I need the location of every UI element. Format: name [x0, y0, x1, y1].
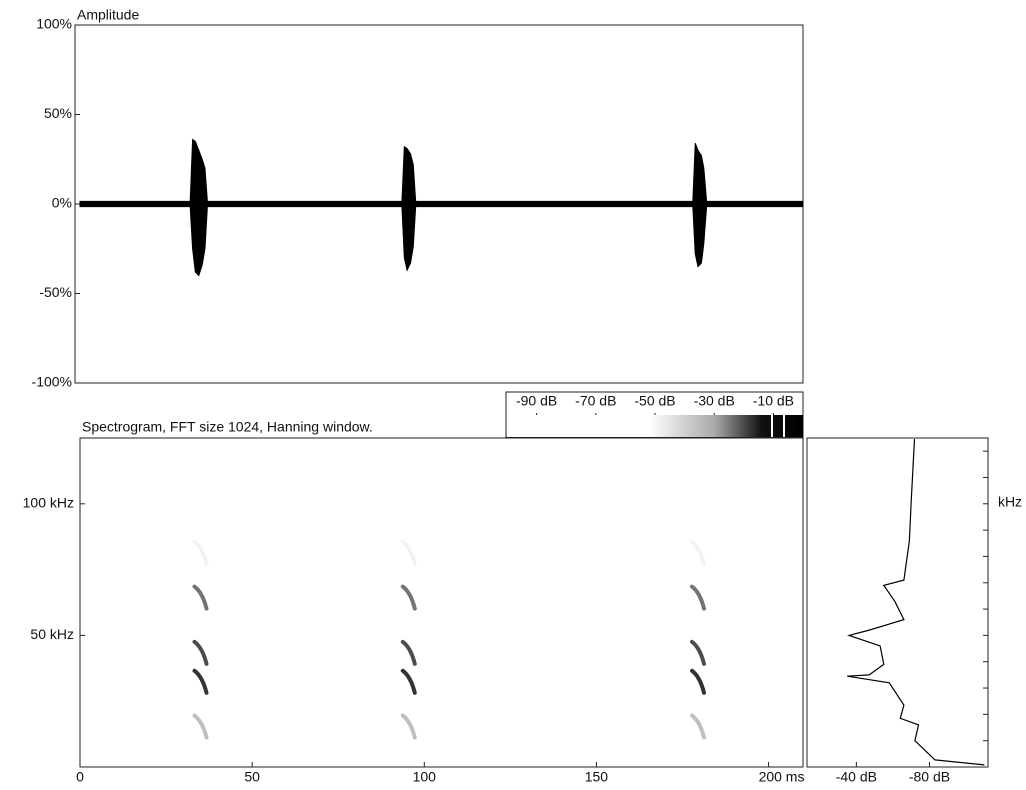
call-harmonic	[195, 716, 207, 738]
waveform-envelope	[80, 204, 803, 276]
y-tick-label: -50%	[39, 284, 72, 300]
colorbar-label: -10 dB	[753, 393, 794, 409]
call-harmonic	[403, 716, 415, 738]
x-tick-label: 50	[244, 769, 260, 785]
x-tick-label: -40 dB	[836, 769, 877, 785]
call-harmonic	[403, 587, 415, 609]
colorbar	[507, 415, 803, 437]
call-harmonic	[692, 587, 704, 609]
page: {"chart_data": [ {"type": "waveform", "t…	[0, 0, 1026, 790]
call-harmonic	[692, 542, 704, 564]
call-harmonic	[195, 671, 207, 693]
call-harmonic	[692, 642, 704, 664]
waveform-title: Amplitude	[77, 7, 139, 23]
colorbar-label: -90 dB	[516, 393, 557, 409]
y-tick-label: 0%	[52, 195, 72, 211]
y-tick-label: 100 kHz	[23, 495, 74, 511]
y-tick-label: 50%	[44, 105, 72, 121]
x-tick-label: 150	[585, 769, 609, 785]
call-harmonic	[403, 671, 415, 693]
x-tick-label: 0	[76, 769, 84, 785]
x-tick-label: 100	[413, 769, 437, 785]
colorbar-label: -50 dB	[634, 393, 675, 409]
y-tick-label: 100%	[36, 16, 72, 32]
call-harmonic	[692, 716, 704, 738]
x-tick-label: 200 ms	[759, 769, 805, 785]
call-harmonic	[692, 671, 704, 693]
colorbar-label: -70 dB	[575, 393, 616, 409]
spectrum-y-label: kHz	[998, 494, 1022, 510]
call-harmonic	[403, 642, 415, 664]
call-harmonic	[195, 587, 207, 609]
y-tick-label: 50 kHz	[30, 626, 74, 642]
spectrum-line	[847, 439, 984, 765]
y-tick-label: -100%	[32, 374, 72, 390]
colorbar-label: -30 dB	[694, 393, 735, 409]
call-harmonic	[195, 642, 207, 664]
call-harmonic	[195, 542, 207, 564]
spectrum-frame	[807, 438, 988, 767]
waveform-envelope	[80, 140, 803, 204]
figure: Amplitude Spectrogram, FFT size 1024, Ha…	[0, 0, 1026, 790]
call-harmonic	[403, 542, 415, 564]
x-tick-label: -80 dB	[909, 769, 950, 785]
spectrogram-title: Spectrogram, FFT size 1024, Hanning wind…	[82, 419, 373, 435]
